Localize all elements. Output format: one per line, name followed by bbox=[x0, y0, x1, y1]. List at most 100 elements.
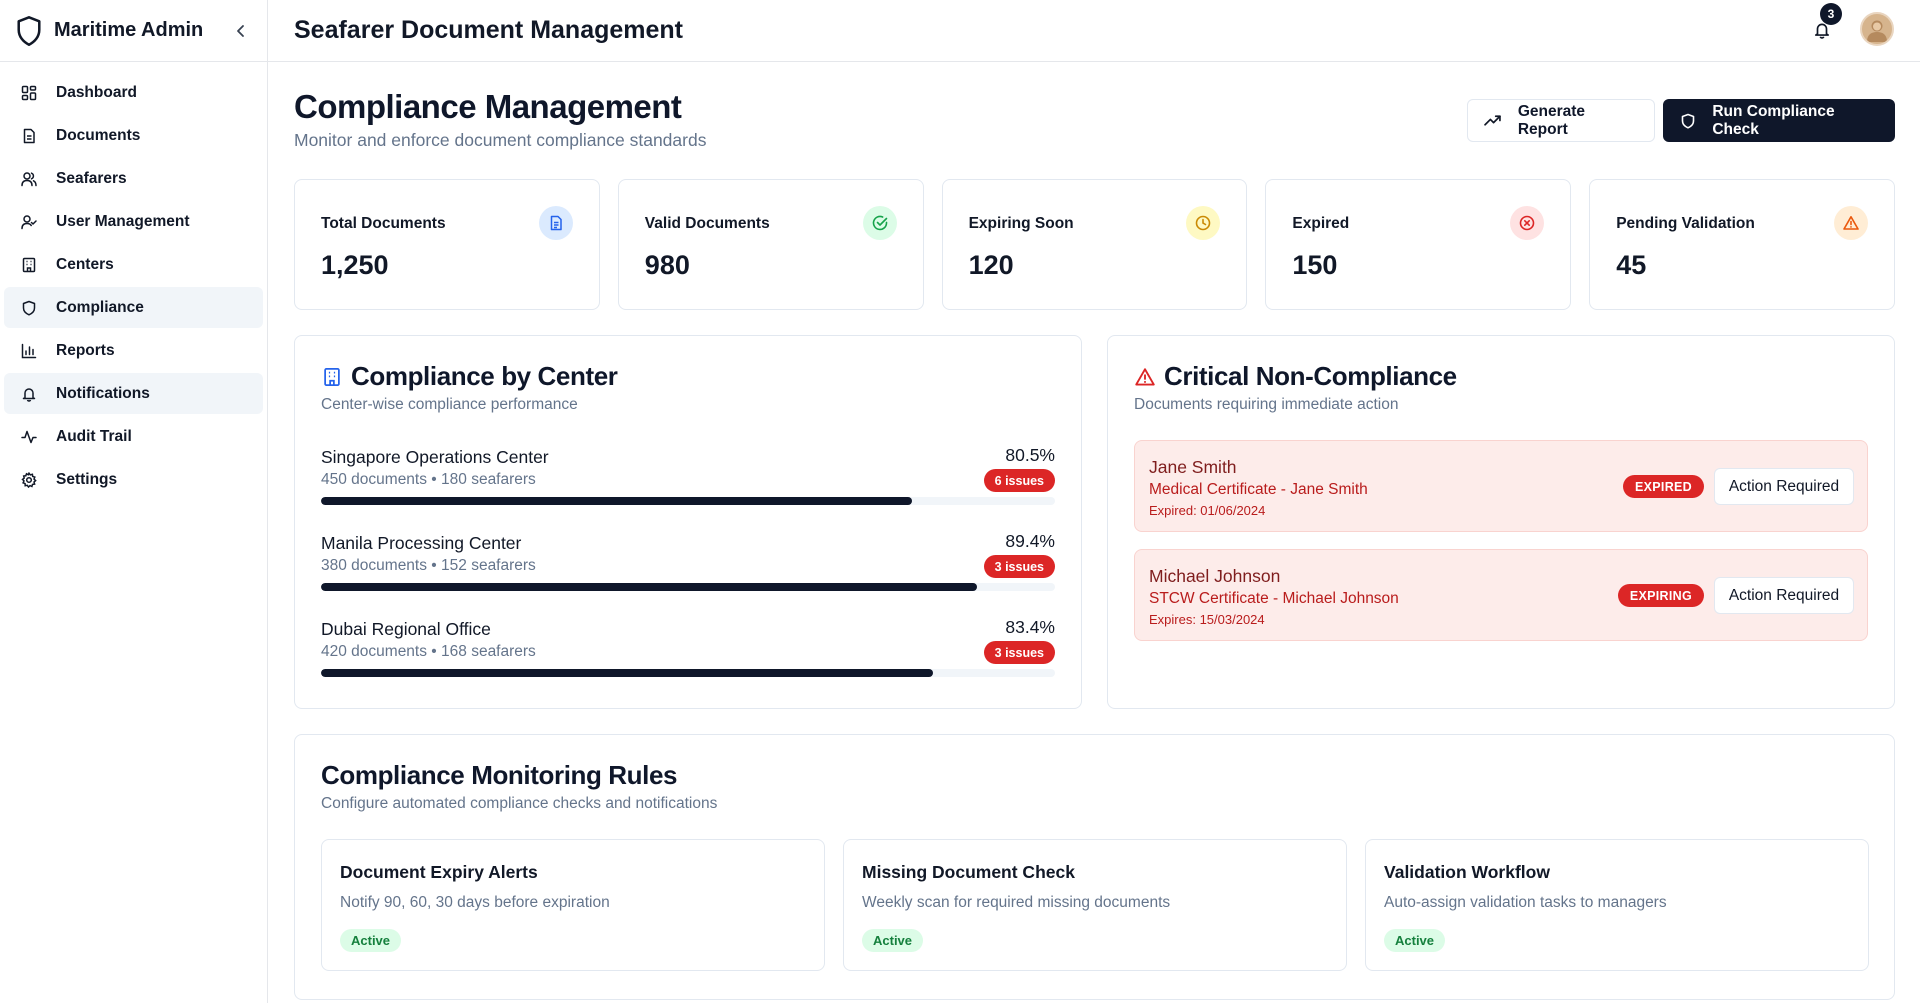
shield-icon bbox=[1679, 112, 1696, 130]
center-row: Manila Processing Center 380 documents •… bbox=[321, 533, 1055, 603]
sidebar-item-label: Centers bbox=[56, 256, 114, 274]
center-row: Singapore Operations Center 450 document… bbox=[321, 447, 1055, 517]
issues-badge: 3 issues bbox=[984, 641, 1055, 664]
center-meta: 450 documents • 180 seafarers bbox=[321, 471, 536, 489]
app-title: Seafarer Document Management bbox=[294, 16, 683, 45]
sidebar-item-dashboard[interactable]: Dashboard bbox=[4, 72, 263, 113]
sidebar-item-label: Settings bbox=[56, 471, 117, 489]
center-percent: 89.4% bbox=[1005, 531, 1055, 552]
rule-status-badge: Active bbox=[1384, 929, 1445, 952]
stat-label: Expired bbox=[1292, 215, 1349, 233]
sidebar-item-settings[interactable]: Settings bbox=[4, 459, 263, 500]
sidebar-item-seafarers[interactable]: Seafarers bbox=[4, 158, 263, 199]
sidebar-item-label: Audit Trail bbox=[56, 428, 132, 446]
trending-up-icon bbox=[1484, 112, 1502, 130]
building-icon bbox=[20, 256, 38, 274]
card-title: Compliance by Center bbox=[321, 361, 618, 392]
sidebar-item-label: Reports bbox=[56, 342, 115, 360]
collapse-sidebar-icon[interactable] bbox=[229, 19, 253, 43]
document-icon bbox=[20, 127, 38, 145]
center-name: Dubai Regional Office bbox=[321, 619, 491, 640]
stat-value: 120 bbox=[969, 250, 1014, 281]
gear-icon bbox=[20, 471, 38, 489]
critical-item: Jane Smith Medical Certificate - Jane Sm… bbox=[1134, 440, 1868, 532]
rule-description: Notify 90, 60, 30 days before expiration bbox=[340, 894, 610, 912]
bell-icon bbox=[20, 385, 38, 403]
generate-report-button[interactable]: Generate Report bbox=[1467, 99, 1655, 142]
main-content: Compliance Management Monitor and enforc… bbox=[294, 62, 1894, 172]
rule-title: Missing Document Check bbox=[862, 862, 1075, 883]
rule-description: Auto-assign validation tasks to managers bbox=[1384, 894, 1667, 912]
card-title-text: Critical Non-Compliance bbox=[1164, 361, 1457, 392]
critical-item: Michael Johnson STCW Certificate - Micha… bbox=[1134, 549, 1868, 641]
sidebar-item-audit-trail[interactable]: Audit Trail bbox=[4, 416, 263, 457]
generate-report-label: Generate Report bbox=[1518, 103, 1638, 139]
card-title: Compliance Monitoring Rules bbox=[321, 760, 677, 791]
notifications-button[interactable]: 3 bbox=[1808, 16, 1836, 44]
stat-card-valid-documents: Valid Documents 980 bbox=[618, 179, 924, 310]
page-subtitle: Monitor and enforce document compliance … bbox=[294, 130, 706, 151]
brand-header: Maritime Admin bbox=[0, 0, 267, 62]
rule-card[interactable]: Document Expiry Alerts Notify 90, 60, 30… bbox=[321, 839, 825, 971]
issues-badge: 3 issues bbox=[984, 555, 1055, 578]
rule-card[interactable]: Validation Workflow Auto-assign validati… bbox=[1365, 839, 1869, 971]
stat-value: 45 bbox=[1616, 250, 1646, 281]
document-name: Medical Certificate - Jane Smith bbox=[1149, 481, 1368, 499]
stats-row: Total Documents 1,250 Valid Documents 98… bbox=[294, 179, 1895, 310]
stat-card-expired: Expired 150 bbox=[1265, 179, 1571, 310]
check-circle-icon bbox=[863, 206, 897, 240]
rule-card[interactable]: Missing Document Check Weekly scan for r… bbox=[843, 839, 1347, 971]
run-compliance-check-button[interactable]: Run Compliance Check bbox=[1663, 99, 1895, 142]
rule-status-badge: Active bbox=[862, 929, 923, 952]
center-name: Singapore Operations Center bbox=[321, 447, 549, 468]
action-required-button[interactable]: Action Required bbox=[1714, 577, 1854, 614]
rule-description: Weekly scan for required missing documen… bbox=[862, 894, 1170, 912]
sidebar-item-documents[interactable]: Documents bbox=[4, 115, 263, 156]
sidebar-item-centers[interactable]: Centers bbox=[4, 244, 263, 285]
seafarer-name: Michael Johnson bbox=[1149, 566, 1280, 587]
sidebar-item-notifications[interactable]: Notifications bbox=[4, 373, 263, 414]
action-required-button[interactable]: Action Required bbox=[1714, 468, 1854, 505]
rule-status-badge: Active bbox=[340, 929, 401, 952]
clock-icon bbox=[1186, 206, 1220, 240]
document-name: STCW Certificate - Michael Johnson bbox=[1149, 590, 1399, 608]
sidebar-item-label: Seafarers bbox=[56, 170, 127, 188]
stat-label: Valid Documents bbox=[645, 215, 770, 233]
stat-label: Pending Validation bbox=[1616, 215, 1755, 233]
warning-icon bbox=[1834, 206, 1868, 240]
rule-title: Validation Workflow bbox=[1384, 862, 1550, 883]
progress-fill bbox=[321, 669, 933, 677]
page-header: Compliance Management Monitor and enforc… bbox=[294, 62, 1894, 172]
expiry-date: Expired: 01/06/2024 bbox=[1149, 503, 1265, 518]
bar-chart-icon bbox=[20, 342, 38, 360]
stat-card-pending-validation: Pending Validation 45 bbox=[1589, 179, 1895, 310]
activity-icon bbox=[20, 428, 38, 446]
center-percent: 80.5% bbox=[1005, 445, 1055, 466]
sidebar-item-compliance[interactable]: Compliance bbox=[4, 287, 263, 328]
stat-card-total-documents: Total Documents 1,250 bbox=[294, 179, 600, 310]
expiry-date: Expires: 15/03/2024 bbox=[1149, 612, 1265, 627]
critical-non-compliance-card: Critical Non-Compliance Documents requir… bbox=[1107, 335, 1895, 709]
sidebar: Maritime Admin Dashboard Documents Seafa… bbox=[0, 0, 268, 1003]
compliance-by-center-card: Compliance by Center Center-wise complia… bbox=[294, 335, 1082, 709]
sidebar-item-label: Compliance bbox=[56, 299, 144, 317]
stat-value: 150 bbox=[1292, 250, 1337, 281]
stat-card-expiring-soon: Expiring Soon 120 bbox=[942, 179, 1248, 310]
compliance-progress-bar bbox=[321, 497, 1055, 505]
users-icon bbox=[20, 170, 38, 188]
progress-fill bbox=[321, 497, 912, 505]
issues-badge: 6 issues bbox=[984, 469, 1055, 492]
shield-icon bbox=[20, 299, 38, 317]
shield-logo-icon bbox=[14, 14, 44, 48]
sidebar-item-label: User Management bbox=[56, 213, 190, 231]
topbar: Seafarer Document Management 3 bbox=[268, 0, 1920, 62]
center-row: Dubai Regional Office 420 documents • 16… bbox=[321, 619, 1055, 689]
status-badge: EXPIRING bbox=[1618, 584, 1704, 607]
sidebar-item-reports[interactable]: Reports bbox=[4, 330, 263, 371]
stat-value: 980 bbox=[645, 250, 690, 281]
user-avatar[interactable] bbox=[1860, 12, 1894, 46]
sidebar-item-user-management[interactable]: User Management bbox=[4, 201, 263, 242]
document-icon bbox=[539, 206, 573, 240]
compliance-progress-bar bbox=[321, 669, 1055, 677]
sidebar-item-label: Dashboard bbox=[56, 84, 137, 102]
